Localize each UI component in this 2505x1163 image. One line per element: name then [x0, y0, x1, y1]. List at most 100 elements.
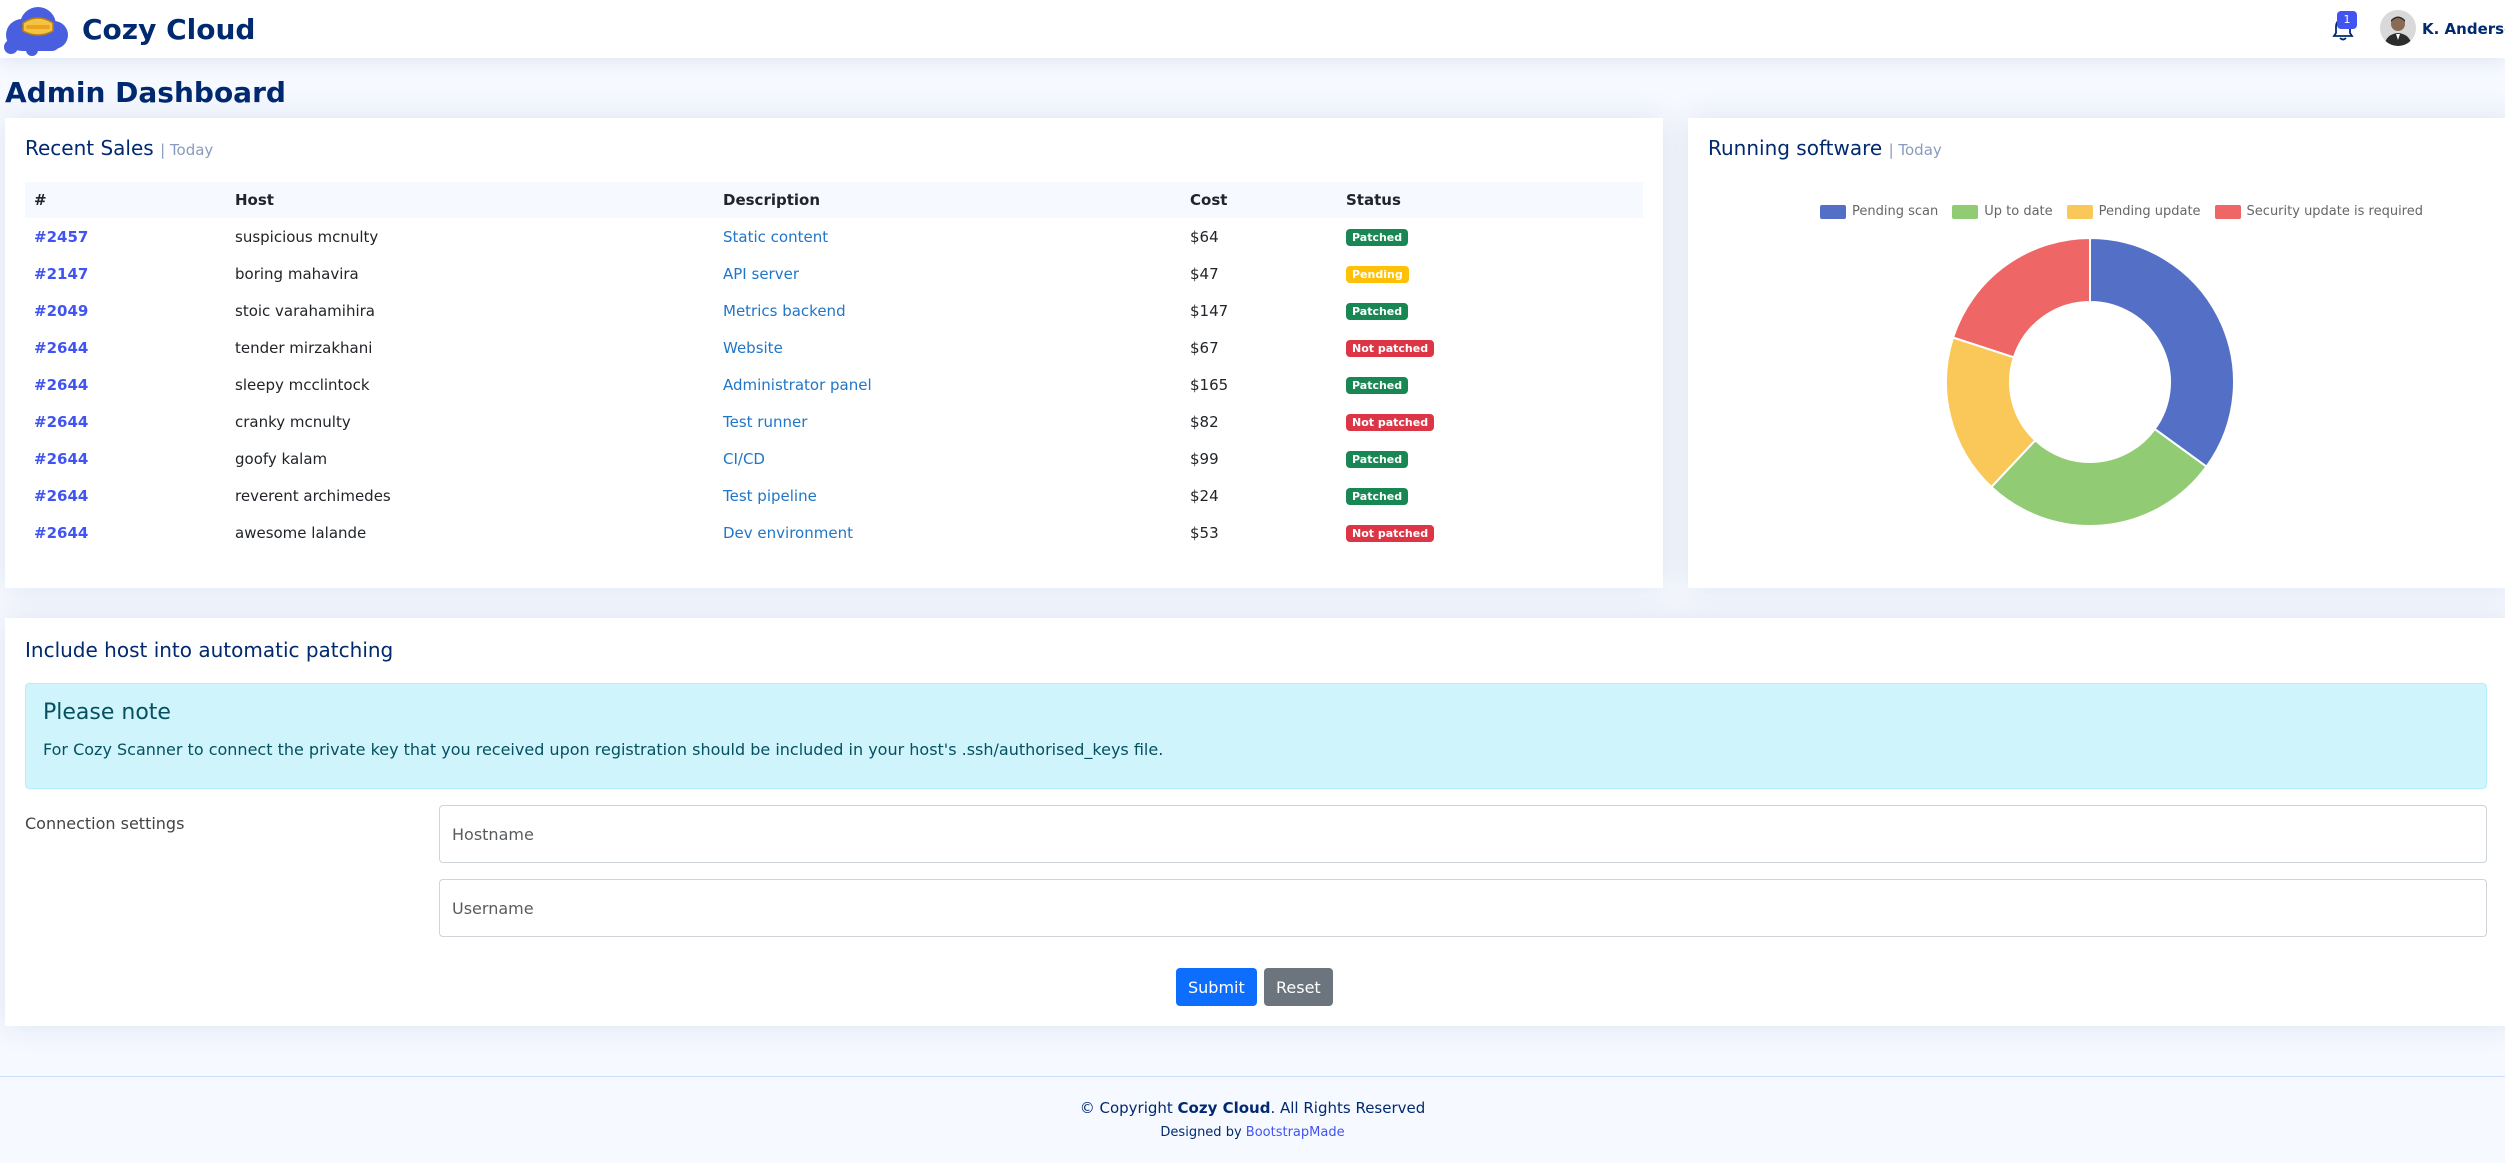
- running-software-title-text: Running software: [1708, 136, 1883, 160]
- row-cost: $53: [1190, 523, 1219, 542]
- avatar[interactable]: [2380, 10, 2416, 46]
- legend-item[interactable]: Pending scan: [1820, 204, 1938, 219]
- donut-slice-up-to-date[interactable]: [1990, 427, 2208, 527]
- designed-by: Designed by BootstrapMade: [0, 1125, 2505, 1140]
- row-description-link[interactable]: API server: [723, 264, 799, 283]
- row-id-link[interactable]: #2644: [34, 486, 89, 505]
- row-host: boring mahavira: [235, 264, 359, 283]
- legend-label: Security update is required: [2246, 204, 2423, 219]
- table-row: #2644 cranky mcnulty Test runner $82 Not pat…: [25, 403, 1643, 440]
- profile-avatar-icon: [2380, 10, 2416, 46]
- alert-heading: Please note: [43, 700, 171, 725]
- recent-sales-table: # Host Description Cost Status #2457 susp…: [25, 182, 1643, 551]
- status-badge: Patched: [1346, 377, 1409, 394]
- legend-swatch: [2214, 204, 2241, 219]
- row-id-link[interactable]: #2644: [34, 412, 89, 431]
- donut-chart: [1945, 236, 2235, 527]
- row-id-link[interactable]: #2644: [34, 523, 89, 542]
- row-id-link[interactable]: #2644: [34, 338, 89, 357]
- row-cost: $82: [1190, 412, 1219, 431]
- column-header-host[interactable]: Host: [235, 191, 274, 209]
- status-badge: Patched: [1346, 229, 1409, 246]
- row-status: Patched: [1337, 218, 1643, 255]
- row-host: cranky mcnulty: [235, 412, 351, 431]
- column-header-cost[interactable]: Cost: [1190, 191, 1228, 209]
- row-cost: $99: [1190, 449, 1219, 468]
- table-row: #2644 tender mirzakhani Website $67 Not patc…: [25, 329, 1643, 366]
- user-name[interactable]: K. Anderson: [2422, 20, 2505, 38]
- table-row: #2644 awesome lalande Dev environment $53 No…: [25, 514, 1643, 551]
- recent-sales-title-text: Recent Sales: [25, 136, 154, 160]
- row-cost: $47: [1190, 264, 1219, 283]
- row-cost: $64: [1190, 227, 1219, 246]
- legend-item[interactable]: Security update is required: [2214, 204, 2423, 219]
- submit-button[interactable]: Submit: [1176, 968, 1257, 1006]
- hostname-input[interactable]: [439, 805, 2487, 863]
- row-id-link[interactable]: #2644: [34, 449, 89, 468]
- table-row: #2644 reverent archimedes Test pipeline $24…: [25, 477, 1643, 514]
- row-description-link[interactable]: Test pipeline: [723, 486, 817, 505]
- status-badge: Patched: [1346, 488, 1409, 505]
- reset-button[interactable]: Reset: [1264, 968, 1333, 1006]
- info-alert: Please note For Cozy Scanner to connect …: [25, 683, 2487, 789]
- chart-legend: Pending scan Up to date Pending update Secu…: [1820, 204, 2437, 219]
- cloud-logo-icon: [4, 7, 68, 56]
- row-host: awesome lalande: [235, 523, 367, 542]
- row-status: Patched: [1337, 292, 1643, 329]
- row-status: Patched: [1337, 366, 1643, 403]
- recent-sales-subtitle: | Today: [160, 141, 214, 159]
- patching-form-card: Include host into automatic patching Ple…: [5, 618, 2505, 1026]
- row-description-link[interactable]: Static content: [723, 227, 829, 246]
- status-badge: Patched: [1346, 303, 1409, 320]
- recent-sales-card: Recent Sales | Today # Host Description …: [5, 118, 1663, 588]
- running-software-subtitle: | Today: [1888, 141, 1942, 159]
- legend-swatch: [1820, 204, 1846, 219]
- table-row: #2457 suspicious mcnulty Static content $64…: [25, 218, 1643, 255]
- row-description-link[interactable]: Administrator panel: [723, 375, 872, 394]
- copyright-brand: Cozy Cloud: [1177, 1099, 1271, 1117]
- row-id-link[interactable]: #2147: [34, 264, 89, 283]
- donut-slice-security-update-is-required[interactable]: [1951, 236, 2091, 359]
- designed-by-link[interactable]: BootstrapMade: [1245, 1125, 1345, 1140]
- row-status: Not patched: [1337, 329, 1643, 366]
- status-badge: Not patched: [1346, 525, 1435, 542]
- legend-swatch: [2066, 204, 2093, 219]
- table-row: #2147 boring mahavira API server $47 Pending: [25, 255, 1643, 292]
- legend-label: Pending update: [2098, 204, 2201, 219]
- status-badge: Not patched: [1346, 414, 1435, 431]
- row-id-link[interactable]: #2457: [34, 227, 89, 246]
- donut-slice-pending-scan[interactable]: [2089, 236, 2235, 469]
- legend-label: Pending scan: [1852, 204, 1939, 219]
- column-header-description[interactable]: Description: [723, 191, 821, 209]
- column-header-status[interactable]: Status: [1346, 191, 1401, 209]
- row-host: suspicious mcnulty: [235, 227, 379, 246]
- logo[interactable]: Cozy Cloud: [2, 0, 255, 58]
- column-header-id[interactable]: #: [34, 191, 47, 209]
- row-status: Not patched: [1337, 514, 1643, 551]
- row-description-link[interactable]: Metrics backend: [723, 301, 846, 320]
- page-title: Admin Dashboard: [5, 76, 286, 109]
- table-row: #2644 sleepy mcclintock Administrator pane…: [25, 366, 1643, 403]
- row-description-link[interactable]: CI/CD: [723, 449, 765, 468]
- row-cost: $165: [1190, 375, 1229, 394]
- connection-settings-label: Connection settings: [25, 814, 185, 833]
- app-name: Cozy Cloud: [82, 12, 256, 46]
- row-host: tender mirzakhani: [235, 338, 373, 357]
- row-status: Patched: [1337, 440, 1643, 477]
- row-description-link[interactable]: Dev environment: [723, 523, 853, 542]
- status-badge: Pending: [1346, 266, 1409, 283]
- row-id-link[interactable]: #2049: [34, 301, 89, 320]
- legend-item[interactable]: Pending update: [2066, 204, 2201, 219]
- row-host: reverent archimedes: [235, 486, 391, 505]
- row-description-link[interactable]: Website: [723, 338, 783, 357]
- designed-by-prefix: Designed by: [1160, 1125, 1242, 1140]
- row-cost: $24: [1190, 486, 1219, 505]
- status-badge: Not patched: [1346, 340, 1435, 357]
- legend-item[interactable]: Up to date: [1952, 204, 2053, 219]
- row-description-link[interactable]: Test runner: [723, 412, 808, 431]
- row-status: Patched: [1337, 477, 1643, 514]
- row-id-link[interactable]: #2644: [34, 375, 89, 394]
- legend-swatch: [1952, 204, 1979, 219]
- row-status: Pending: [1337, 255, 1643, 292]
- username-input[interactable]: [439, 879, 2487, 937]
